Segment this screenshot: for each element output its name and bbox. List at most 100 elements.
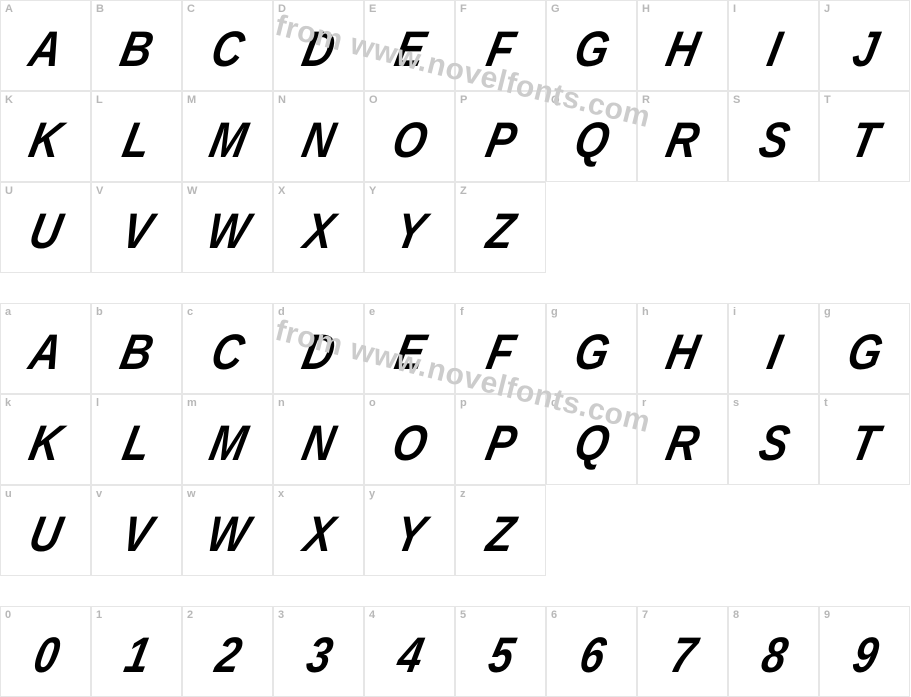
glyph: D xyxy=(299,327,339,377)
glyph: W xyxy=(203,509,252,559)
cell-label: Y xyxy=(369,185,376,197)
cell-label: R xyxy=(642,94,650,106)
cell-label: I xyxy=(733,3,736,15)
glyph-cell: 11 xyxy=(91,606,182,697)
cell-label: H xyxy=(642,3,650,15)
cell-label: a xyxy=(5,306,11,318)
glyph-cell: JJ xyxy=(819,0,910,91)
glyph: W xyxy=(203,206,252,256)
cell-label: T xyxy=(824,94,831,106)
cell-label: D xyxy=(278,3,286,15)
cell-label: n xyxy=(278,397,285,409)
cell-label: c xyxy=(187,306,193,318)
cell-label: B xyxy=(96,3,104,15)
cell-label: p xyxy=(460,397,467,409)
cell-label: b xyxy=(96,306,103,318)
glyph-cell: tT xyxy=(819,394,910,485)
glyph: M xyxy=(205,418,249,468)
glyph: U xyxy=(26,206,66,256)
glyph-cell: AA xyxy=(0,0,91,91)
glyph: Y xyxy=(391,509,428,559)
glyph: Z xyxy=(483,206,518,256)
cell-label: F xyxy=(460,3,467,15)
glyph: P xyxy=(482,115,519,165)
glyph: O xyxy=(389,418,431,468)
cell-label: k xyxy=(5,397,11,409)
glyph-cell: cC xyxy=(182,303,273,394)
glyph-cell: gG xyxy=(546,303,637,394)
glyph-cell: 00 xyxy=(0,606,91,697)
glyph-cell: yY xyxy=(364,485,455,576)
cell-label: y xyxy=(369,488,375,500)
cell-label: E xyxy=(369,3,376,15)
glyph-cell: aA xyxy=(0,303,91,394)
glyph-cell: II xyxy=(728,0,819,91)
glyph-cell: eE xyxy=(364,303,455,394)
glyph: 8 xyxy=(757,630,790,680)
cell-label: 6 xyxy=(551,609,557,621)
cell-label: 3 xyxy=(278,609,284,621)
glyph-cell: KK xyxy=(0,91,91,182)
glyph: 2 xyxy=(211,630,244,680)
glyph-cell: zZ xyxy=(455,485,546,576)
cell-label: A xyxy=(5,3,13,15)
glyph-cell: FF xyxy=(455,0,546,91)
glyph-cell: TT xyxy=(819,91,910,182)
cell-label: 7 xyxy=(642,609,648,621)
glyph-cell: nN xyxy=(273,394,364,485)
glyph: K xyxy=(26,115,66,165)
glyph-cell: WW xyxy=(182,182,273,273)
cell-label: N xyxy=(278,94,286,106)
glyph-cell: DD xyxy=(273,0,364,91)
cell-label: f xyxy=(460,306,463,318)
glyph: 0 xyxy=(29,630,62,680)
glyph-cell: vV xyxy=(91,485,182,576)
glyph-cell: YY xyxy=(364,182,455,273)
glyph-cell: XX xyxy=(273,182,364,273)
cell-label: g xyxy=(551,306,558,318)
glyph-cell: lL xyxy=(91,394,182,485)
glyph: F xyxy=(483,327,518,377)
glyph: C xyxy=(208,327,248,377)
glyph-cell: hH xyxy=(637,303,728,394)
glyph-row: AABBCCDDEEFFGGHHIIJJ xyxy=(0,0,911,91)
cell-label: 8 xyxy=(733,609,739,621)
glyph: G xyxy=(844,327,886,377)
glyph-cell: BB xyxy=(91,0,182,91)
glyph-cell: gG xyxy=(819,303,910,394)
glyph-cell: uU xyxy=(0,485,91,576)
glyph-cell: dD xyxy=(273,303,364,394)
glyph: N xyxy=(299,418,339,468)
glyph: 4 xyxy=(393,630,426,680)
glyph: Q xyxy=(571,418,613,468)
glyph-cell: QQ xyxy=(546,91,637,182)
glyph-cell: VV xyxy=(91,182,182,273)
glyph: Y xyxy=(391,206,428,256)
glyph-cell: fF xyxy=(455,303,546,394)
cell-label: O xyxy=(369,94,377,106)
glyph-cell: xX xyxy=(273,485,364,576)
glyph-row: 00112233445566778899 xyxy=(0,606,911,697)
glyph: U xyxy=(26,509,66,559)
glyph: 3 xyxy=(302,630,335,680)
glyph-cell: UU xyxy=(0,182,91,273)
glyph-cell: MM xyxy=(182,91,273,182)
cell-label: q xyxy=(551,397,558,409)
glyph: X xyxy=(300,509,337,559)
glyph: I xyxy=(763,24,784,74)
cell-label: d xyxy=(278,306,285,318)
glyph-cell: 44 xyxy=(364,606,455,697)
cell-label: U xyxy=(5,185,13,197)
glyph: D xyxy=(299,24,339,74)
cell-label: P xyxy=(460,94,467,106)
glyph: T xyxy=(847,115,882,165)
glyph-cell: 99 xyxy=(819,606,910,697)
glyph-cell: 77 xyxy=(637,606,728,697)
glyph: H xyxy=(663,24,703,74)
cell-label: u xyxy=(5,488,12,500)
cell-label: 0 xyxy=(5,609,11,621)
cell-label: z xyxy=(460,488,465,500)
glyph: 9 xyxy=(848,630,881,680)
cell-label: v xyxy=(96,488,102,500)
glyph-cell: 66 xyxy=(546,606,637,697)
